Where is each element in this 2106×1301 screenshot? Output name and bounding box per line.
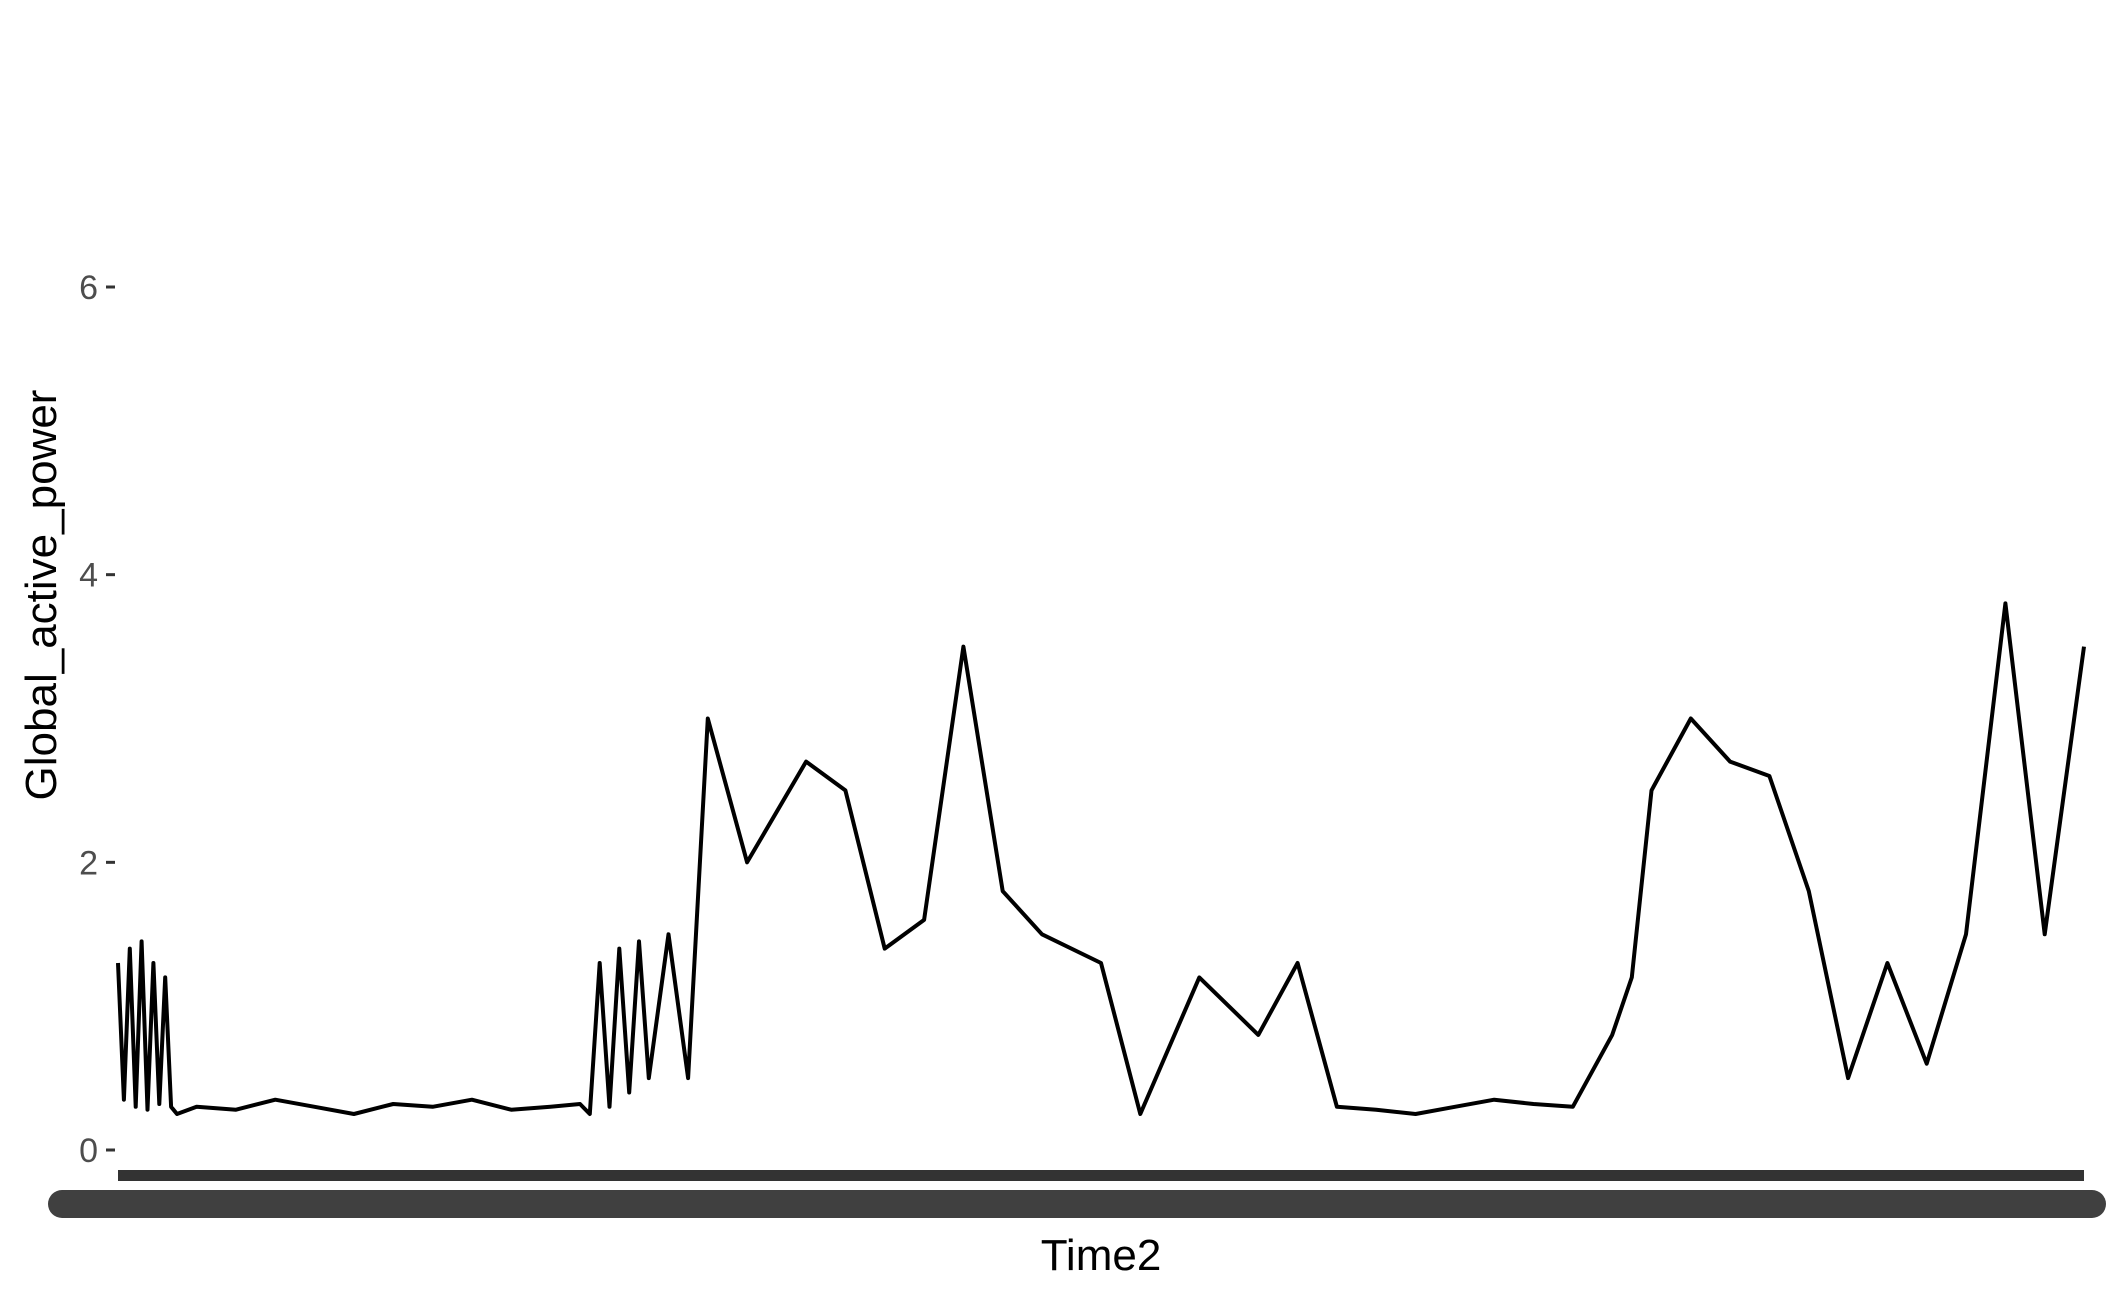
x-axis-line: [118, 1170, 2084, 1181]
y-tick-label-4: 4: [79, 557, 98, 595]
y-axis: 0 2 4 6: [79, 269, 115, 1170]
x-tick-label-band: [48, 1190, 2106, 1218]
y-tick-label-2: 2: [79, 844, 98, 882]
x-axis-title: Time2: [1041, 1231, 1162, 1280]
series-line-0: [116, 601, 2086, 1116]
y-tick-label-6: 6: [79, 269, 98, 307]
y-tick-label-0: 0: [79, 1132, 98, 1170]
y-axis-title: Global_active_power: [17, 390, 66, 801]
series-group: [116, 601, 2086, 1116]
